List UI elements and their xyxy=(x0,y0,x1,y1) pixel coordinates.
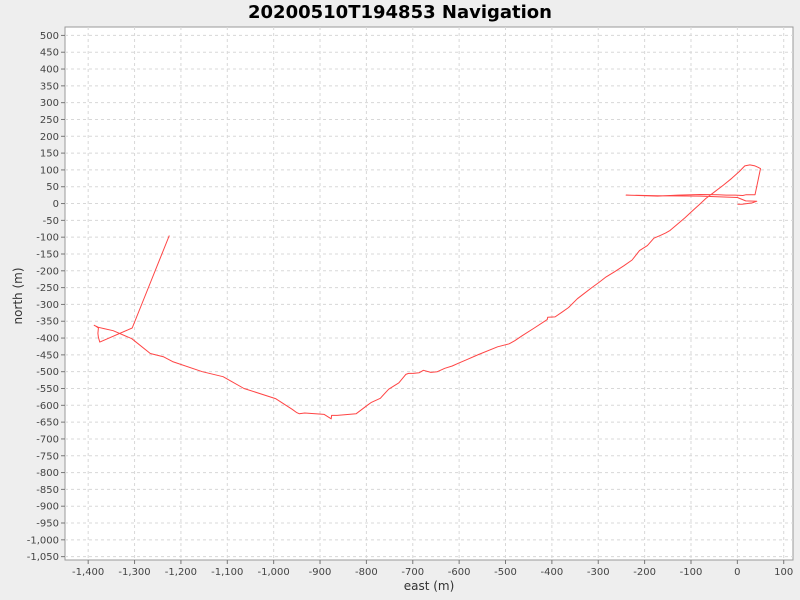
y-tick-label: -500 xyxy=(36,367,59,378)
x-tick-label: -1,300 xyxy=(118,567,150,578)
x-tick-label: -800 xyxy=(355,567,378,578)
x-tick-label: 0 xyxy=(734,567,740,578)
y-axis-ticks: 500450400350300250200150100500-50-100-15… xyxy=(27,31,65,563)
x-tick-label: -1,100 xyxy=(211,567,243,578)
x-axis-label: east (m) xyxy=(404,579,455,593)
x-tick-label: -600 xyxy=(448,567,471,578)
x-axis-ticks: -1,400 -1,300 -1,200 -1,100 -1,000 -900 -800 -7… xyxy=(72,560,793,578)
y-tick-label: -1,050 xyxy=(27,552,59,563)
y-tick-label: -900 xyxy=(36,502,59,513)
y-tick-label: 200 xyxy=(40,132,59,143)
y-tick-label: -1,000 xyxy=(27,535,59,546)
y-tick-label: -200 xyxy=(36,266,59,277)
y-tick-label: -450 xyxy=(36,350,59,361)
y-tick-label: -150 xyxy=(36,249,59,260)
x-tick-label: -200 xyxy=(633,567,656,578)
y-tick-label: 50 xyxy=(46,182,59,193)
y-tick-label: -850 xyxy=(36,485,59,496)
y-tick-label: -400 xyxy=(36,334,59,345)
x-tick-label: -100 xyxy=(680,567,703,578)
navigation-track-line xyxy=(93,164,761,420)
y-tick-label: -550 xyxy=(36,384,59,395)
y-tick-label: 450 xyxy=(40,48,59,59)
x-tick-label: -1,200 xyxy=(165,567,197,578)
y-tick-label: -100 xyxy=(36,233,59,244)
series-layer xyxy=(93,164,761,420)
x-tick-label: -1,400 xyxy=(72,567,104,578)
y-tick-label: -750 xyxy=(36,451,59,462)
y-tick-label: 400 xyxy=(40,65,59,76)
y-tick-label: 150 xyxy=(40,149,59,160)
chart-title: 20200510T194853 Navigation xyxy=(248,2,552,23)
plot-area xyxy=(64,26,794,561)
y-tick-label: -600 xyxy=(36,401,59,412)
y-tick-label: -950 xyxy=(36,519,59,530)
y-tick-label: -300 xyxy=(36,300,59,311)
x-tick-label: -400 xyxy=(541,567,564,578)
x-tick-label: -500 xyxy=(494,567,517,578)
y-axis-label: north (m) xyxy=(11,267,25,324)
y-tick-label: -700 xyxy=(36,434,59,445)
x-tick-label: -900 xyxy=(309,567,332,578)
y-tick-label: -350 xyxy=(36,317,59,328)
y-tick-label: -50 xyxy=(43,216,59,227)
x-tick-label: -300 xyxy=(587,567,610,578)
y-tick-label: -650 xyxy=(36,418,59,429)
x-tick-label: -700 xyxy=(401,567,424,578)
y-tick-label: 250 xyxy=(40,115,59,126)
y-tick-label: -800 xyxy=(36,468,59,479)
grid-lines xyxy=(65,27,793,560)
x-tick-label: -1,000 xyxy=(258,567,290,578)
y-tick-label: 350 xyxy=(40,81,59,92)
y-tick-label: 100 xyxy=(40,165,59,176)
y-tick-label: 0 xyxy=(53,199,59,210)
x-tick-label: 100 xyxy=(774,567,793,578)
y-tick-label: 300 xyxy=(40,98,59,109)
y-tick-label: 500 xyxy=(40,31,59,42)
y-tick-label: -250 xyxy=(36,283,59,294)
